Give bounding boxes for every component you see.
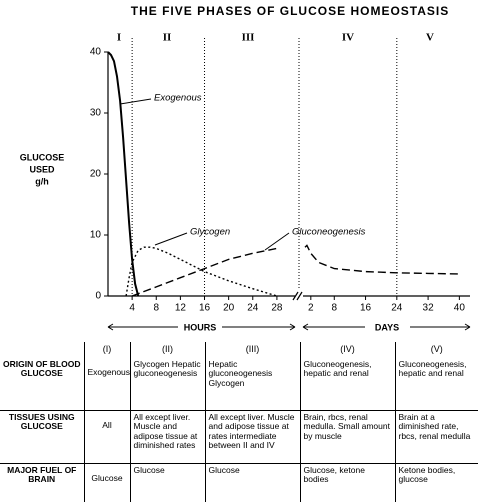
header-cell: (IV) — [299, 342, 395, 358]
chart-title: THE FIVE PHASES OF GLUCOSE HOMEOSTASIS — [131, 4, 449, 18]
phase-label: V — [426, 32, 434, 44]
y-tick-label: 10 — [90, 230, 102, 241]
x-tick-label: 8 — [153, 303, 159, 314]
table-cell: All — [83, 410, 130, 464]
label-arrow — [264, 232, 290, 251]
table-cell: Glucose, ketone bodies — [299, 463, 395, 502]
header-cell — [0, 342, 84, 358]
table-cell: Glycogen Hepatic gluconeogenesis — [129, 357, 205, 411]
x-axis-label: HOURS — [184, 322, 217, 332]
table-cell: Gluconeogenesis, hepatic and renal — [394, 357, 478, 411]
table-cell: Glucose — [83, 463, 130, 502]
row-label: MAJOR FUEL OF BRAIN — [7, 464, 77, 484]
x-tick-label: 16 — [360, 303, 372, 314]
table-row: MAJOR FUEL OF BRAIN Glucose Glucose Glucose… — [0, 463, 478, 502]
table-header: (I) (II) (III) (IV) (V) — [0, 342, 478, 358]
x-tick-label: 28 — [271, 303, 283, 314]
series-label: Exogenous — [154, 93, 202, 104]
x-tick-label: 24 — [247, 303, 259, 314]
phase-label: I — [117, 32, 121, 44]
phase-table: (I) (II) (III) (IV) (V) ORIGIN OF BLOOD GLUCO… — [0, 342, 478, 502]
header-cell: (III) — [204, 342, 300, 358]
x-tick-label: 32 — [423, 303, 435, 314]
x-tick-label: 4 — [129, 303, 135, 314]
arrow — [302, 323, 471, 331]
row-label: TISSUES USING GLUCOSE — [0, 410, 84, 464]
x-tick-label: 24 — [391, 303, 403, 314]
y-tick-label: 0 — [95, 291, 101, 302]
x-tick-label: 12 — [175, 303, 187, 314]
phase-label: IV — [342, 32, 354, 44]
axis-break — [292, 291, 303, 301]
row-label: ORIGIN OF BLOOD GLUCOSE — [0, 357, 84, 411]
phase-label: III — [242, 32, 255, 44]
x-tick-label: 8 — [331, 303, 337, 314]
y-tick-label: 30 — [90, 108, 102, 119]
table-cell: Gluconeogenesis, hepatic and renal — [299, 357, 395, 411]
chart: THE FIVE PHASES OF GLUCOSE HOMEOSTASIS 0… — [20, 4, 471, 332]
series-line — [304, 244, 460, 275]
arrow — [107, 323, 296, 331]
series-label: Gluconeogenesis — [292, 227, 366, 238]
table-cell: Exogenous — [83, 357, 130, 411]
x-tick-label: 20 — [223, 303, 235, 314]
phase-label: II — [163, 32, 172, 44]
y-tick-label: 20 — [90, 169, 102, 180]
table-row: ORIGIN OF BLOOD GLUCOSE Exogenous Glycogen… — [0, 357, 478, 411]
series-line — [107, 51, 140, 297]
series-label: Glycogen — [190, 227, 230, 238]
header-cell: (I) — [83, 342, 130, 358]
table-cell: Hepatic gluconeogenesis Glycogen — [204, 357, 300, 411]
table-cell: Ketone bodies, glucose — [394, 463, 478, 502]
table-cell: Glucose — [204, 463, 300, 502]
table-row: TISSUES USING GLUCOSE All All except liver… — [0, 410, 478, 464]
y-axis-label: g/h — [35, 176, 49, 186]
y-axis-label: GLUCOSE — [20, 152, 65, 162]
x-tick-label: 16 — [199, 303, 211, 314]
header-cell: (V) — [394, 342, 478, 358]
x-tick-label: 2 — [308, 303, 314, 314]
header-cell: (II) — [129, 342, 205, 358]
x-axis-label: DAYS — [375, 322, 399, 332]
x-tick-label: 40 — [454, 303, 466, 314]
y-axis-label: USED — [29, 164, 55, 174]
y-tick-label: 40 — [90, 47, 102, 58]
series-line — [131, 247, 278, 297]
hours-arrow — [107, 323, 471, 331]
table-cell: All except liver. Muscle and adipose tis… — [129, 410, 205, 464]
table-cell: Glucose — [129, 463, 205, 502]
table-cell: Brain at a diminished rate, rbcs, renal … — [394, 410, 478, 464]
series-line — [125, 246, 278, 297]
table-cell: All except liver. Muscle and adipose tis… — [204, 410, 300, 464]
table-cell: Brain, rbcs, renal medulla. Small amount… — [299, 410, 395, 464]
label-arrow — [119, 98, 152, 105]
label-arrow — [154, 232, 188, 246]
